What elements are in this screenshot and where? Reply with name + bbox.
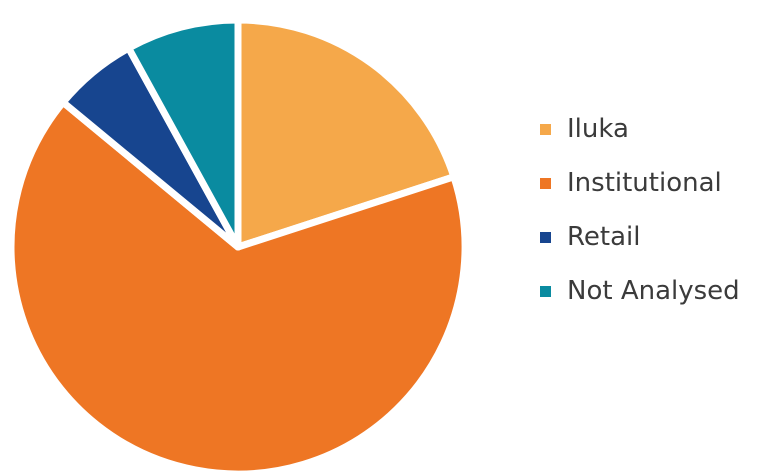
legend-swatch-institutional <box>540 177 551 189</box>
pie-slice-not-analysed <box>125 16 242 251</box>
pie-slice-iluka <box>234 16 458 251</box>
legend-swatch-not-analysed <box>540 285 551 297</box>
legend-swatch-retail <box>540 231 551 243</box>
legend-item-institutional: Institutional <box>540 165 770 201</box>
legend-item-iluka: Iluka <box>540 111 770 147</box>
legend-label-retail: Retail <box>567 222 641 252</box>
legend-label-institutional: Institutional <box>567 168 722 198</box>
legend-swatch-iluka <box>540 123 551 135</box>
legend: Iluka Institutional Retail Not Analysed <box>540 111 770 327</box>
legend-label-not-analysed: Not Analysed <box>567 276 740 306</box>
legend-label-iluka: Iluka <box>567 114 629 144</box>
pie-slice-institutional <box>7 98 469 475</box>
legend-item-not-analysed: Not Analysed <box>540 273 770 309</box>
legend-item-retail: Retail <box>540 219 770 255</box>
